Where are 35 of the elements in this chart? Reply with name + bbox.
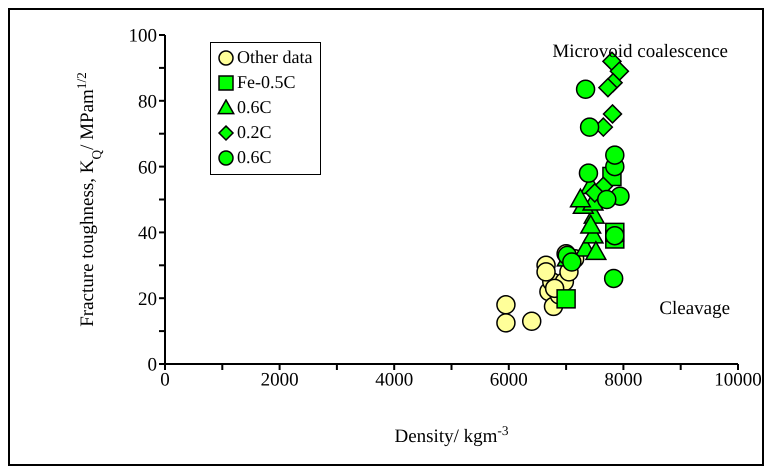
point	[522, 311, 542, 331]
annotation: Cleavage	[659, 298, 730, 320]
legend-label: 0.2C	[237, 122, 272, 143]
point	[580, 117, 600, 137]
point	[597, 190, 617, 210]
y-tick-label: 80	[138, 92, 157, 113]
point	[578, 163, 598, 183]
x-axis-title: Density/ kgm$^{-3}$	[394, 422, 509, 447]
point	[598, 78, 618, 98]
point	[570, 188, 592, 208]
point	[585, 241, 607, 260]
legend-label: Other data	[237, 47, 312, 68]
point	[604, 268, 624, 288]
point	[496, 295, 516, 315]
x-tick-label: 4000	[375, 369, 414, 390]
x-tick-label: 8000	[604, 369, 642, 390]
x-tick-label: 10000	[714, 369, 762, 390]
y-tick-label: 40	[138, 223, 157, 244]
y-tick-label: 100	[128, 26, 157, 47]
x-tick-label: 0	[160, 369, 170, 390]
x-tick-label: 6000	[490, 369, 528, 390]
legend-label: 0.6C	[237, 147, 272, 168]
point	[580, 214, 602, 234]
point	[576, 80, 596, 100]
annotation: Microvoid coalescence	[552, 41, 728, 63]
point	[496, 313, 516, 333]
point	[605, 145, 625, 165]
x-tick-label: 2000	[260, 369, 299, 390]
y-tick-label: 60	[138, 157, 157, 178]
legend-label: Fe-0.5C	[237, 72, 296, 93]
point	[602, 104, 622, 124]
y-tick-label: 20	[138, 288, 157, 310]
y-tick-label: 0	[148, 354, 157, 376]
point	[610, 61, 630, 81]
legend-label: 0.6C	[237, 97, 272, 118]
